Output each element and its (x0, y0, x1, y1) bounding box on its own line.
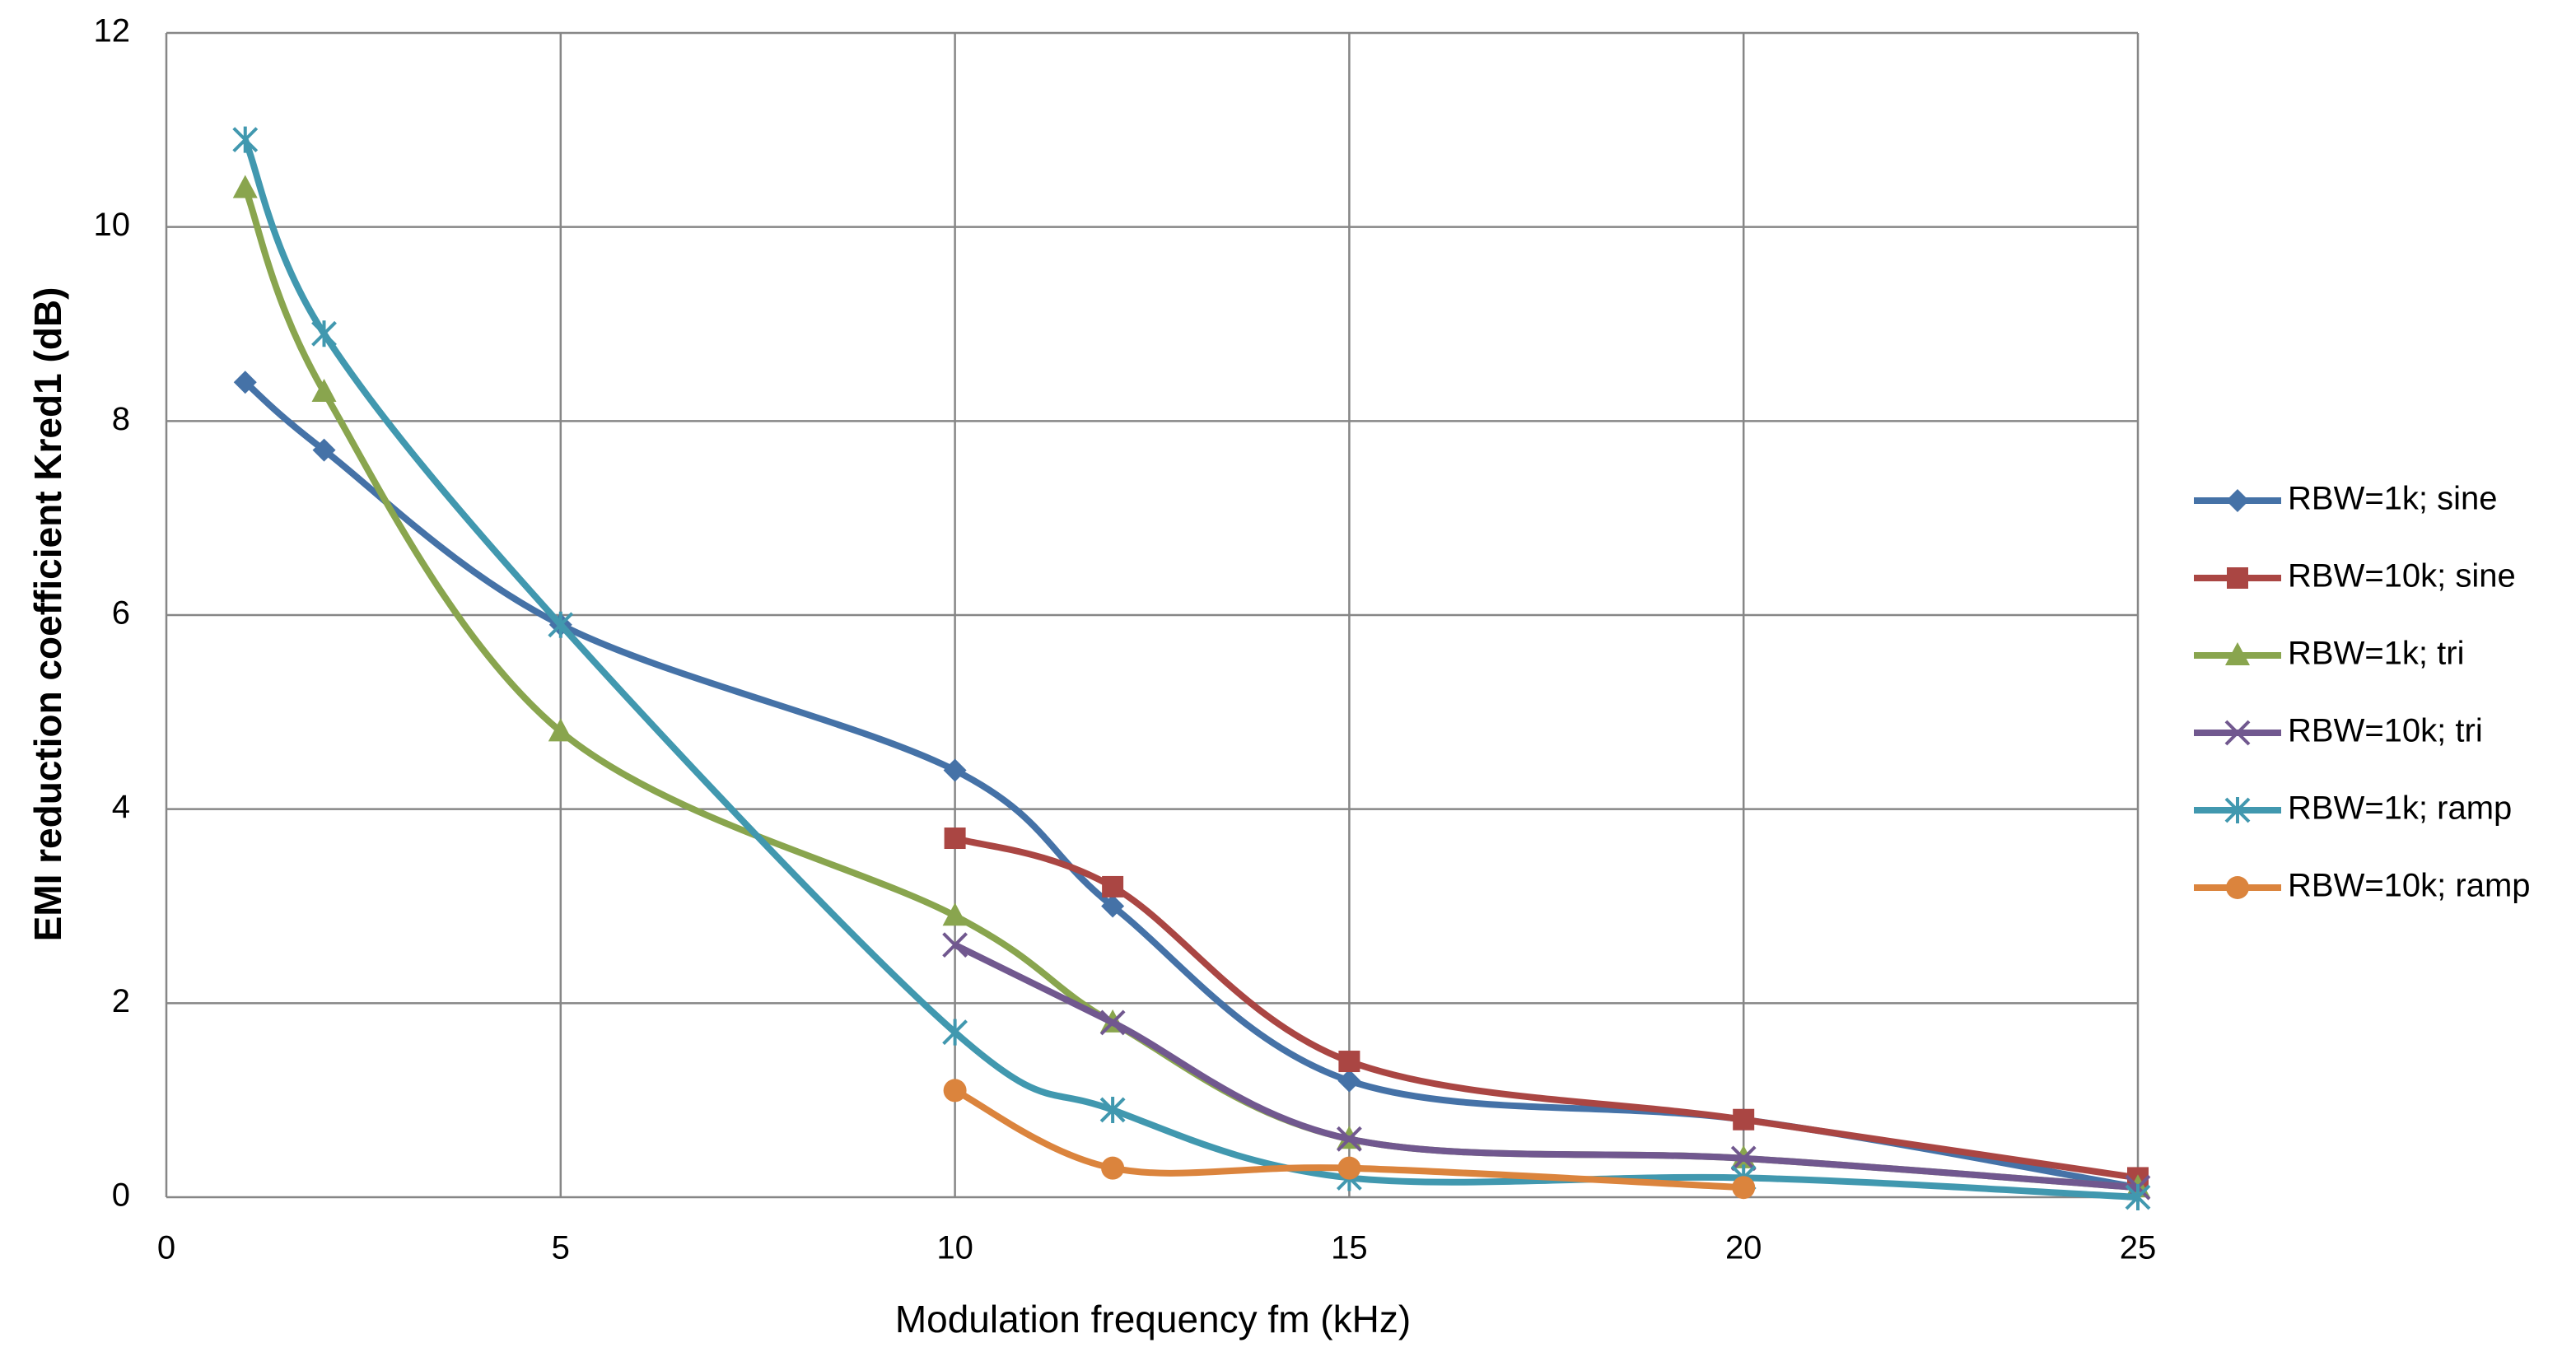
marker (942, 902, 968, 926)
series (944, 828, 2149, 1189)
x-tick-label: 5 (552, 1230, 570, 1266)
marker (942, 1019, 968, 1046)
legend-marker (2226, 876, 2249, 899)
y-tick-label: 12 (94, 13, 131, 49)
x-axis-title: Modulation frequency fm (kHz) (895, 1298, 1411, 1340)
marker (1101, 1156, 1125, 1180)
legend-marker (2227, 567, 2248, 589)
legend-marker (2224, 797, 2251, 823)
y-tick-label: 0 (112, 1177, 130, 1214)
marker (1338, 1051, 1360, 1073)
marker (548, 611, 574, 638)
legend-label: RBW=1k; sine (2288, 481, 2498, 517)
marker (1730, 1145, 1757, 1172)
y-tick-label: 4 (112, 789, 130, 825)
series (232, 175, 2150, 1198)
y-tick-label: 2 (112, 983, 130, 1019)
legend-item: RBW=1k; tri (2194, 636, 2464, 672)
x-tick-label: 20 (1725, 1230, 1762, 1266)
marker (1732, 1176, 1756, 1200)
legend-item: RBW=10k; tri (2194, 713, 2483, 749)
marker (1337, 1069, 1361, 1093)
marker (232, 126, 259, 153)
series-line (953, 1087, 1744, 1191)
marker (312, 438, 336, 462)
marker (1099, 1009, 1126, 1036)
marker (1102, 875, 1124, 897)
marker (311, 320, 337, 347)
series-line (242, 138, 2139, 1200)
marker (233, 371, 257, 394)
y-tick-label: 6 (112, 595, 130, 632)
marker (311, 378, 337, 402)
marker (943, 1079, 967, 1103)
marker (1336, 1126, 1362, 1152)
legend-item: RBW=1k; ramp (2194, 790, 2512, 827)
legend-marker (2225, 642, 2250, 665)
x-tick-label: 0 (157, 1230, 175, 1266)
legend-label: RBW=1k; ramp (2288, 790, 2512, 827)
marker (1337, 1156, 1361, 1180)
marker (548, 718, 573, 742)
series (943, 1079, 1756, 1200)
legend-item: RBW=1k; sine (2194, 481, 2498, 517)
series-line (242, 187, 2139, 1191)
series (942, 932, 2151, 1200)
x-tick-label: 25 (2120, 1230, 2157, 1266)
marker (2125, 1184, 2151, 1210)
x-tick-label: 10 (936, 1230, 973, 1266)
marker (944, 828, 966, 850)
marker (1733, 1108, 1755, 1131)
series (232, 126, 2151, 1210)
legend-label: RBW=10k; tri (2288, 713, 2483, 749)
x-tick-label: 15 (1331, 1230, 1368, 1266)
y-tick-label: 10 (94, 207, 131, 243)
y-axis-title: EMI reduction coefficient Kred1 (dB) (26, 287, 69, 942)
series-line (953, 942, 2139, 1191)
legend-item: RBW=10k; sine (2194, 558, 2516, 594)
legend-item: RBW=10k; ramp (2194, 868, 2531, 904)
legend-marker (2226, 489, 2249, 512)
marker (1099, 1096, 1126, 1123)
marker (1101, 894, 1125, 918)
legend-label: RBW=10k; sine (2288, 558, 2516, 594)
y-tick-label: 8 (112, 401, 130, 437)
marker (943, 758, 967, 782)
legend-label: RBW=1k; tri (2288, 636, 2464, 672)
series-line (954, 835, 2139, 1182)
marker (942, 932, 968, 958)
legend-marker (2224, 720, 2251, 746)
marker (232, 175, 258, 198)
legend-label: RBW=10k; ramp (2288, 868, 2531, 904)
